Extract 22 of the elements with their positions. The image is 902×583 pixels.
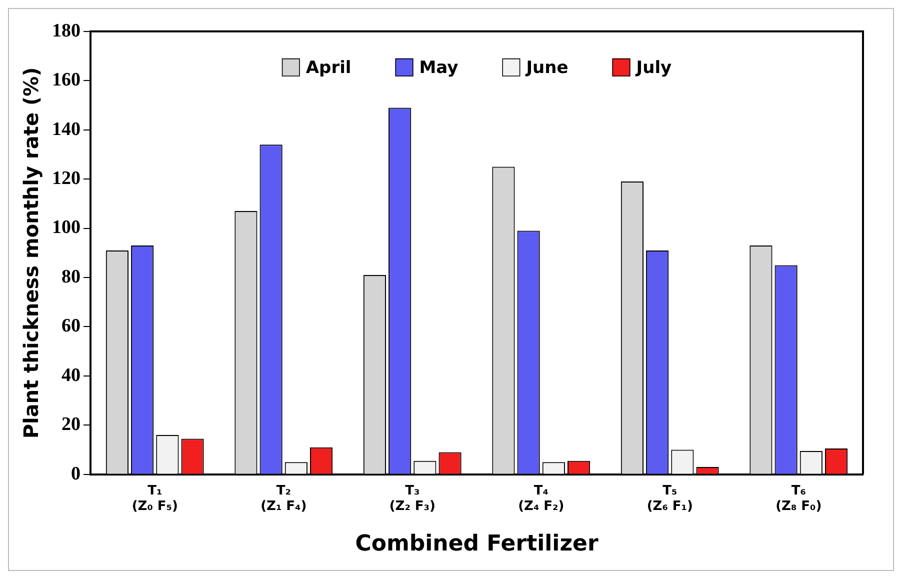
x-tick-label: T₁ (Z₀ F₅) [132,484,178,514]
x-tick-label: T₅ (Z₆ F₁) [646,484,693,514]
legend-label: July [635,58,672,78]
x-tick-label: T₂ (Z₁ F₄) [260,484,307,514]
x-tick-label: T₃ (Z₂ F₃) [389,484,436,514]
y-tick-label: 0 [71,463,80,484]
y-tick-label: 180 [52,20,80,42]
y-tick-label: 60 [62,316,80,337]
y-tick-label: 40 [62,364,80,386]
y-axis-title: Plant thickness monthly rate (%) [19,67,44,439]
x-tick-label: T₄ (Z₄ F₂) [518,484,564,514]
y-tick-label: 140 [52,118,80,140]
y-tick-label: 120 [52,168,80,189]
y-tick-label: 160 [52,70,80,91]
legend-label: April [306,58,352,78]
x-axis-title: Combined Fertilizer [355,532,598,557]
y-tick-label: 20 [62,414,80,436]
legend-label: June [525,58,568,78]
y-tick-label: 100 [52,217,80,238]
y-tick-label: 80 [62,266,80,288]
legend-label: May [419,58,458,78]
x-tick-label: T₆ (Z₈ F₀) [776,484,822,514]
